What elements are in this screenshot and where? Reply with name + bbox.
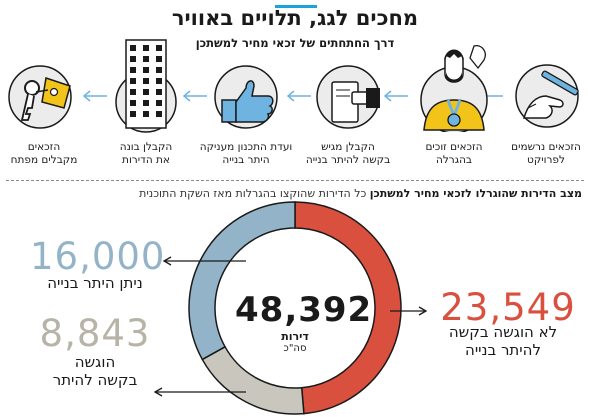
arrowhead-request-submitted <box>153 387 163 397</box>
flow-arrow-2 <box>383 90 408 102</box>
hand-writing-icon <box>515 64 579 128</box>
section-title: מצב הדירות שהוגרלו לזכאי מחיר למשתכן כל … <box>139 187 582 200</box>
label-no-request: לא הוגשה בקשה להיתר בנייה <box>448 323 558 359</box>
section-divider <box>6 180 584 181</box>
page-subtitle: דרך החתחתים של זכאי מחיר למשתכן <box>195 36 395 50</box>
thumbs-up-icon <box>214 65 278 129</box>
donut-chart <box>188 201 402 415</box>
winner-medal-icon <box>420 45 488 132</box>
value-request-submitted: 8,843 <box>39 312 151 355</box>
slice-no-request <box>294 201 402 415</box>
total-value: 48,392 <box>235 290 373 330</box>
keys-icon <box>8 65 72 129</box>
label-permit-granted: ניתן היתר בנייה <box>47 274 143 292</box>
total-note: סה"כ <box>283 343 307 354</box>
building-icon <box>115 39 177 133</box>
flow-arrow-5 <box>82 90 107 102</box>
step-label-keys: הזכאים מקבלים מפתח <box>10 141 78 166</box>
section-title-rest: כל הדירות שהוקצו בהגרלות מאז השקת התוכני… <box>139 187 367 200</box>
value-no-request: 23,549 <box>440 286 576 329</box>
arrowhead-permit-granted <box>162 256 172 266</box>
page-title: מחכים לגג, תלויים באוויר <box>171 6 419 30</box>
value-permit-granted: 16,000 <box>30 235 166 278</box>
total-number: 48,392 <box>235 290 373 330</box>
step-label-permit-request: הקבלן מגיש בקשה להיתר בנייה <box>305 141 391 166</box>
arrowhead-no-request <box>418 306 428 316</box>
total-unit: דירות <box>281 330 309 343</box>
step-label-permit-granted: ועדת התכנון מעניקה היתר בנייה <box>199 141 293 166</box>
label-request-submitted: הוגשה בקשה להיתר <box>52 353 138 389</box>
step-label-lottery: הזכאים זוכים בהגרלה <box>425 141 483 166</box>
flow-arrow-3 <box>286 90 311 102</box>
step-label-register: הזכאים נרשמים לפרויקט <box>511 141 581 166</box>
flow-arrow-4 <box>182 90 207 102</box>
title-accent-bar <box>275 5 317 8</box>
document-submit-icon <box>316 65 380 129</box>
section-title-bold: מצב הדירות שהוגרלו לזכאי מחיר למשתכן <box>369 187 582 200</box>
step-label-construction: הקבלן בונה את הדירות <box>119 141 173 166</box>
slice-permit-granted <box>188 201 296 361</box>
